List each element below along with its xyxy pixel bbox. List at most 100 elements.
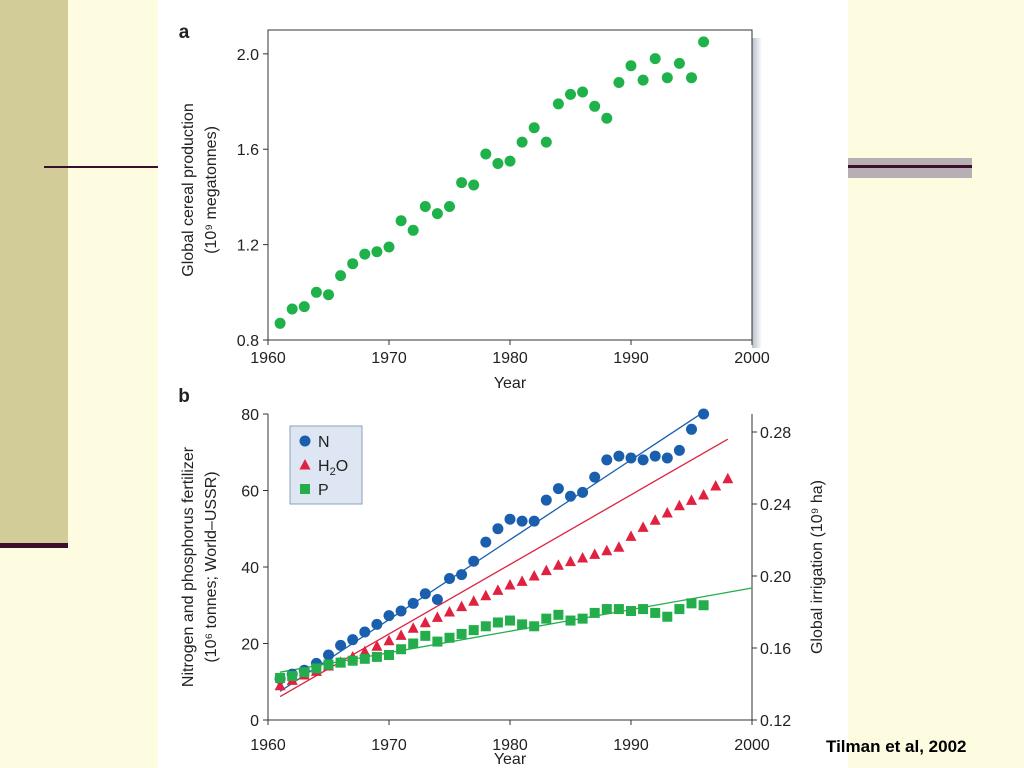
panel-label: b bbox=[178, 386, 190, 407]
plot-shadow bbox=[752, 38, 762, 348]
x-tick-label: 1960 bbox=[250, 350, 286, 367]
data-point-n bbox=[698, 408, 710, 420]
data-point-h2o bbox=[577, 552, 589, 563]
legend-marker-h2o bbox=[299, 459, 311, 470]
data-point bbox=[649, 53, 661, 65]
y-axis-label: Global cereal production bbox=[180, 103, 197, 276]
data-point bbox=[444, 200, 455, 212]
data-point-h2o bbox=[492, 584, 504, 595]
data-point-p bbox=[347, 655, 358, 666]
x-tick-label: 1970 bbox=[371, 737, 407, 754]
y-tick-label: 0 bbox=[250, 713, 259, 730]
data-point-n bbox=[359, 626, 371, 638]
data-point bbox=[419, 200, 431, 212]
data-point-h2o bbox=[431, 611, 443, 622]
y2-tick-label: 0.20 bbox=[760, 569, 791, 586]
data-point bbox=[480, 148, 492, 160]
trend-line bbox=[279, 587, 753, 673]
data-point bbox=[359, 248, 371, 260]
data-point-p bbox=[674, 604, 685, 615]
y2-tick-label: 0.24 bbox=[760, 497, 791, 514]
data-point-n bbox=[601, 454, 613, 466]
data-point-p bbox=[662, 611, 673, 622]
data-point-n bbox=[492, 523, 504, 535]
data-point-p bbox=[468, 625, 479, 636]
data-point-p bbox=[480, 621, 491, 632]
trend-line bbox=[279, 438, 729, 698]
legend-label-n: N bbox=[318, 434, 330, 451]
data-point-n bbox=[589, 471, 601, 483]
data-point-h2o bbox=[444, 606, 455, 617]
data-point-n bbox=[625, 452, 637, 464]
data-point-p bbox=[553, 609, 564, 620]
data-point-p bbox=[565, 615, 576, 626]
y-tick-label: 60 bbox=[241, 484, 259, 501]
data-point-n bbox=[419, 588, 431, 600]
data-point-p bbox=[299, 667, 310, 678]
y-tick-label: 40 bbox=[241, 560, 259, 577]
y-tick-label: 1.6 bbox=[237, 142, 259, 159]
slide-left-band bbox=[0, 0, 68, 548]
data-point bbox=[407, 224, 419, 236]
data-point bbox=[698, 36, 710, 48]
data-point-h2o bbox=[419, 616, 431, 628]
data-point-n bbox=[552, 483, 564, 495]
data-point-h2o bbox=[456, 600, 468, 612]
data-point-h2o bbox=[565, 555, 576, 567]
x-tick-label: 1980 bbox=[492, 350, 528, 367]
data-point-p bbox=[492, 617, 503, 628]
legend-marker-n bbox=[299, 435, 311, 447]
x-tick-label: 1990 bbox=[613, 737, 649, 754]
data-point-h2o bbox=[661, 507, 673, 518]
data-point-h2o bbox=[710, 480, 722, 491]
x-axis-label: Year bbox=[494, 375, 527, 392]
data-point-h2o bbox=[504, 579, 516, 590]
data-point-n bbox=[565, 490, 576, 502]
data-point-h2o bbox=[637, 521, 649, 532]
data-point-p bbox=[686, 598, 697, 609]
panel-label: a bbox=[179, 22, 190, 43]
data-point-p bbox=[359, 653, 370, 664]
data-point-p bbox=[287, 671, 298, 682]
y-tick-label: 1.2 bbox=[237, 238, 259, 255]
data-point-h2o bbox=[274, 679, 286, 691]
data-point-p bbox=[420, 630, 431, 641]
data-point-p bbox=[432, 636, 443, 647]
legend-label-p: P bbox=[318, 482, 329, 499]
data-point-h2o bbox=[673, 499, 685, 511]
data-point-n bbox=[528, 515, 540, 527]
data-point bbox=[661, 72, 673, 84]
data-point-n bbox=[431, 594, 443, 606]
data-point-h2o bbox=[407, 622, 419, 633]
data-point-p bbox=[311, 663, 322, 674]
data-point-h2o bbox=[540, 564, 552, 576]
data-point-p bbox=[638, 604, 649, 615]
y-axis-label-units: (10⁹ megatonnes) bbox=[203, 126, 220, 254]
data-point bbox=[601, 112, 613, 124]
data-point-p bbox=[650, 607, 661, 618]
data-point-p bbox=[371, 651, 382, 662]
y2-axis-label: Global irrigation (10⁹ ha) bbox=[809, 480, 826, 654]
data-point bbox=[395, 215, 407, 227]
data-point-p bbox=[456, 628, 467, 639]
data-point bbox=[468, 179, 480, 191]
data-point bbox=[565, 88, 576, 100]
data-point-p bbox=[335, 657, 346, 668]
x-tick-label: 1960 bbox=[250, 737, 286, 754]
y2-tick-label: 0.16 bbox=[760, 641, 791, 658]
data-point-n bbox=[649, 450, 661, 462]
data-point-h2o bbox=[528, 570, 540, 581]
data-point bbox=[298, 301, 310, 313]
data-point-n bbox=[395, 605, 407, 617]
chart-panel-b: 1960 1970 1980 1990 2000 0 20 40 60 80 0.12 0.16 0.2… bbox=[178, 386, 826, 768]
data-point bbox=[383, 241, 395, 253]
legend-label-h2o: H2O bbox=[318, 458, 348, 478]
data-point bbox=[504, 155, 516, 167]
data-point-h2o bbox=[480, 589, 492, 601]
x-axis-label: Year bbox=[494, 751, 527, 768]
data-point-n bbox=[480, 536, 492, 548]
data-point-n bbox=[444, 572, 455, 584]
data-point-h2o bbox=[722, 472, 734, 484]
data-point-h2o bbox=[468, 595, 480, 606]
data-point-n bbox=[673, 444, 685, 456]
